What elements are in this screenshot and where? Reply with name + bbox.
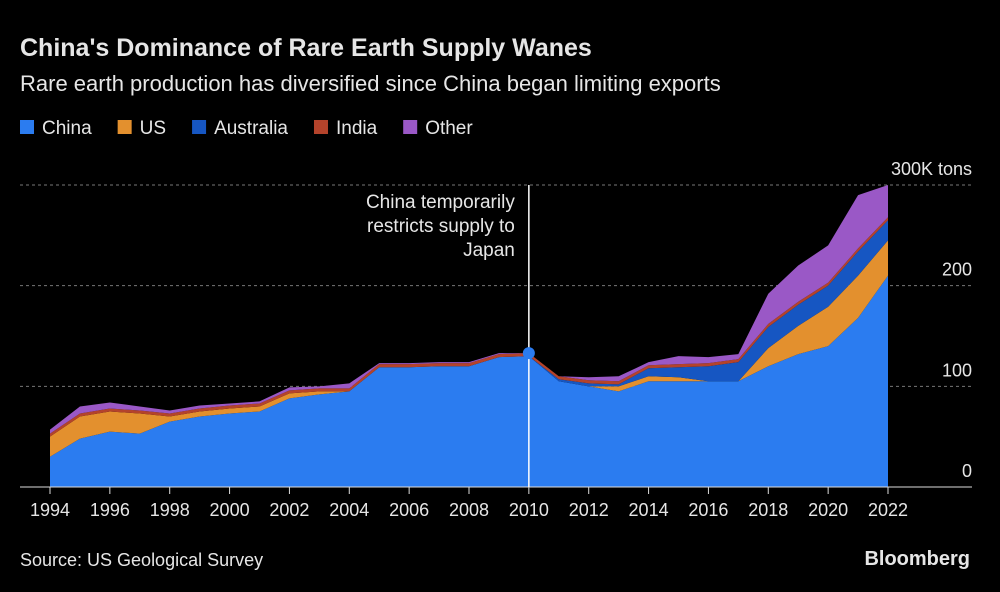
legend-label: India [336,118,378,139]
x-tick-label: 1996 [90,500,130,520]
legend-label: China [42,118,92,139]
source: Source: US Geological Survey [20,550,263,570]
x-tick-label: 2018 [748,500,788,520]
x-tick-label: 2008 [449,500,489,520]
legend-swatch [20,120,34,134]
legend-swatch [313,120,328,134]
annotation-text: China temporarily [366,192,515,213]
chart-title: China's Dominance of Rare Earth Supply W… [20,34,592,62]
logo: Bloomberg [864,548,970,570]
x-tick-label: 2022 [868,500,908,520]
legend-swatch [192,120,207,134]
y-tick-label: 100 [942,360,972,380]
legend-label: Australia [214,118,288,139]
legend-label: US [140,118,166,139]
area [50,275,888,487]
x-tick-label: 2010 [509,500,549,520]
x-tick-label: 2002 [269,500,309,520]
x-tick-label: 2020 [808,500,848,520]
x-tick-label: 1994 [30,500,70,520]
annotation-text: Japan [463,240,515,261]
x-tick-label: 2012 [569,500,609,520]
y-tick-label: 200 [942,260,972,280]
x-tick-label: 1998 [150,500,190,520]
x-tick-label: 2000 [210,500,250,520]
x-tick-label: 2006 [389,500,429,520]
y-tick-label: 0 [962,461,972,481]
legend-swatch [117,120,132,134]
annotation-text: restricts supply to [367,216,515,237]
x-tick-label: 2004 [329,500,369,520]
x-tick-label: 2014 [629,500,669,520]
chart-subtitle: Rare earth production has diversified si… [20,71,721,96]
y-tick-label: 300K tons [891,159,972,179]
x-tick-label: 2016 [688,500,728,520]
legend-label: Other [425,118,473,139]
annotation-dot [522,347,535,360]
area [50,185,888,434]
legend-swatch [403,120,418,134]
